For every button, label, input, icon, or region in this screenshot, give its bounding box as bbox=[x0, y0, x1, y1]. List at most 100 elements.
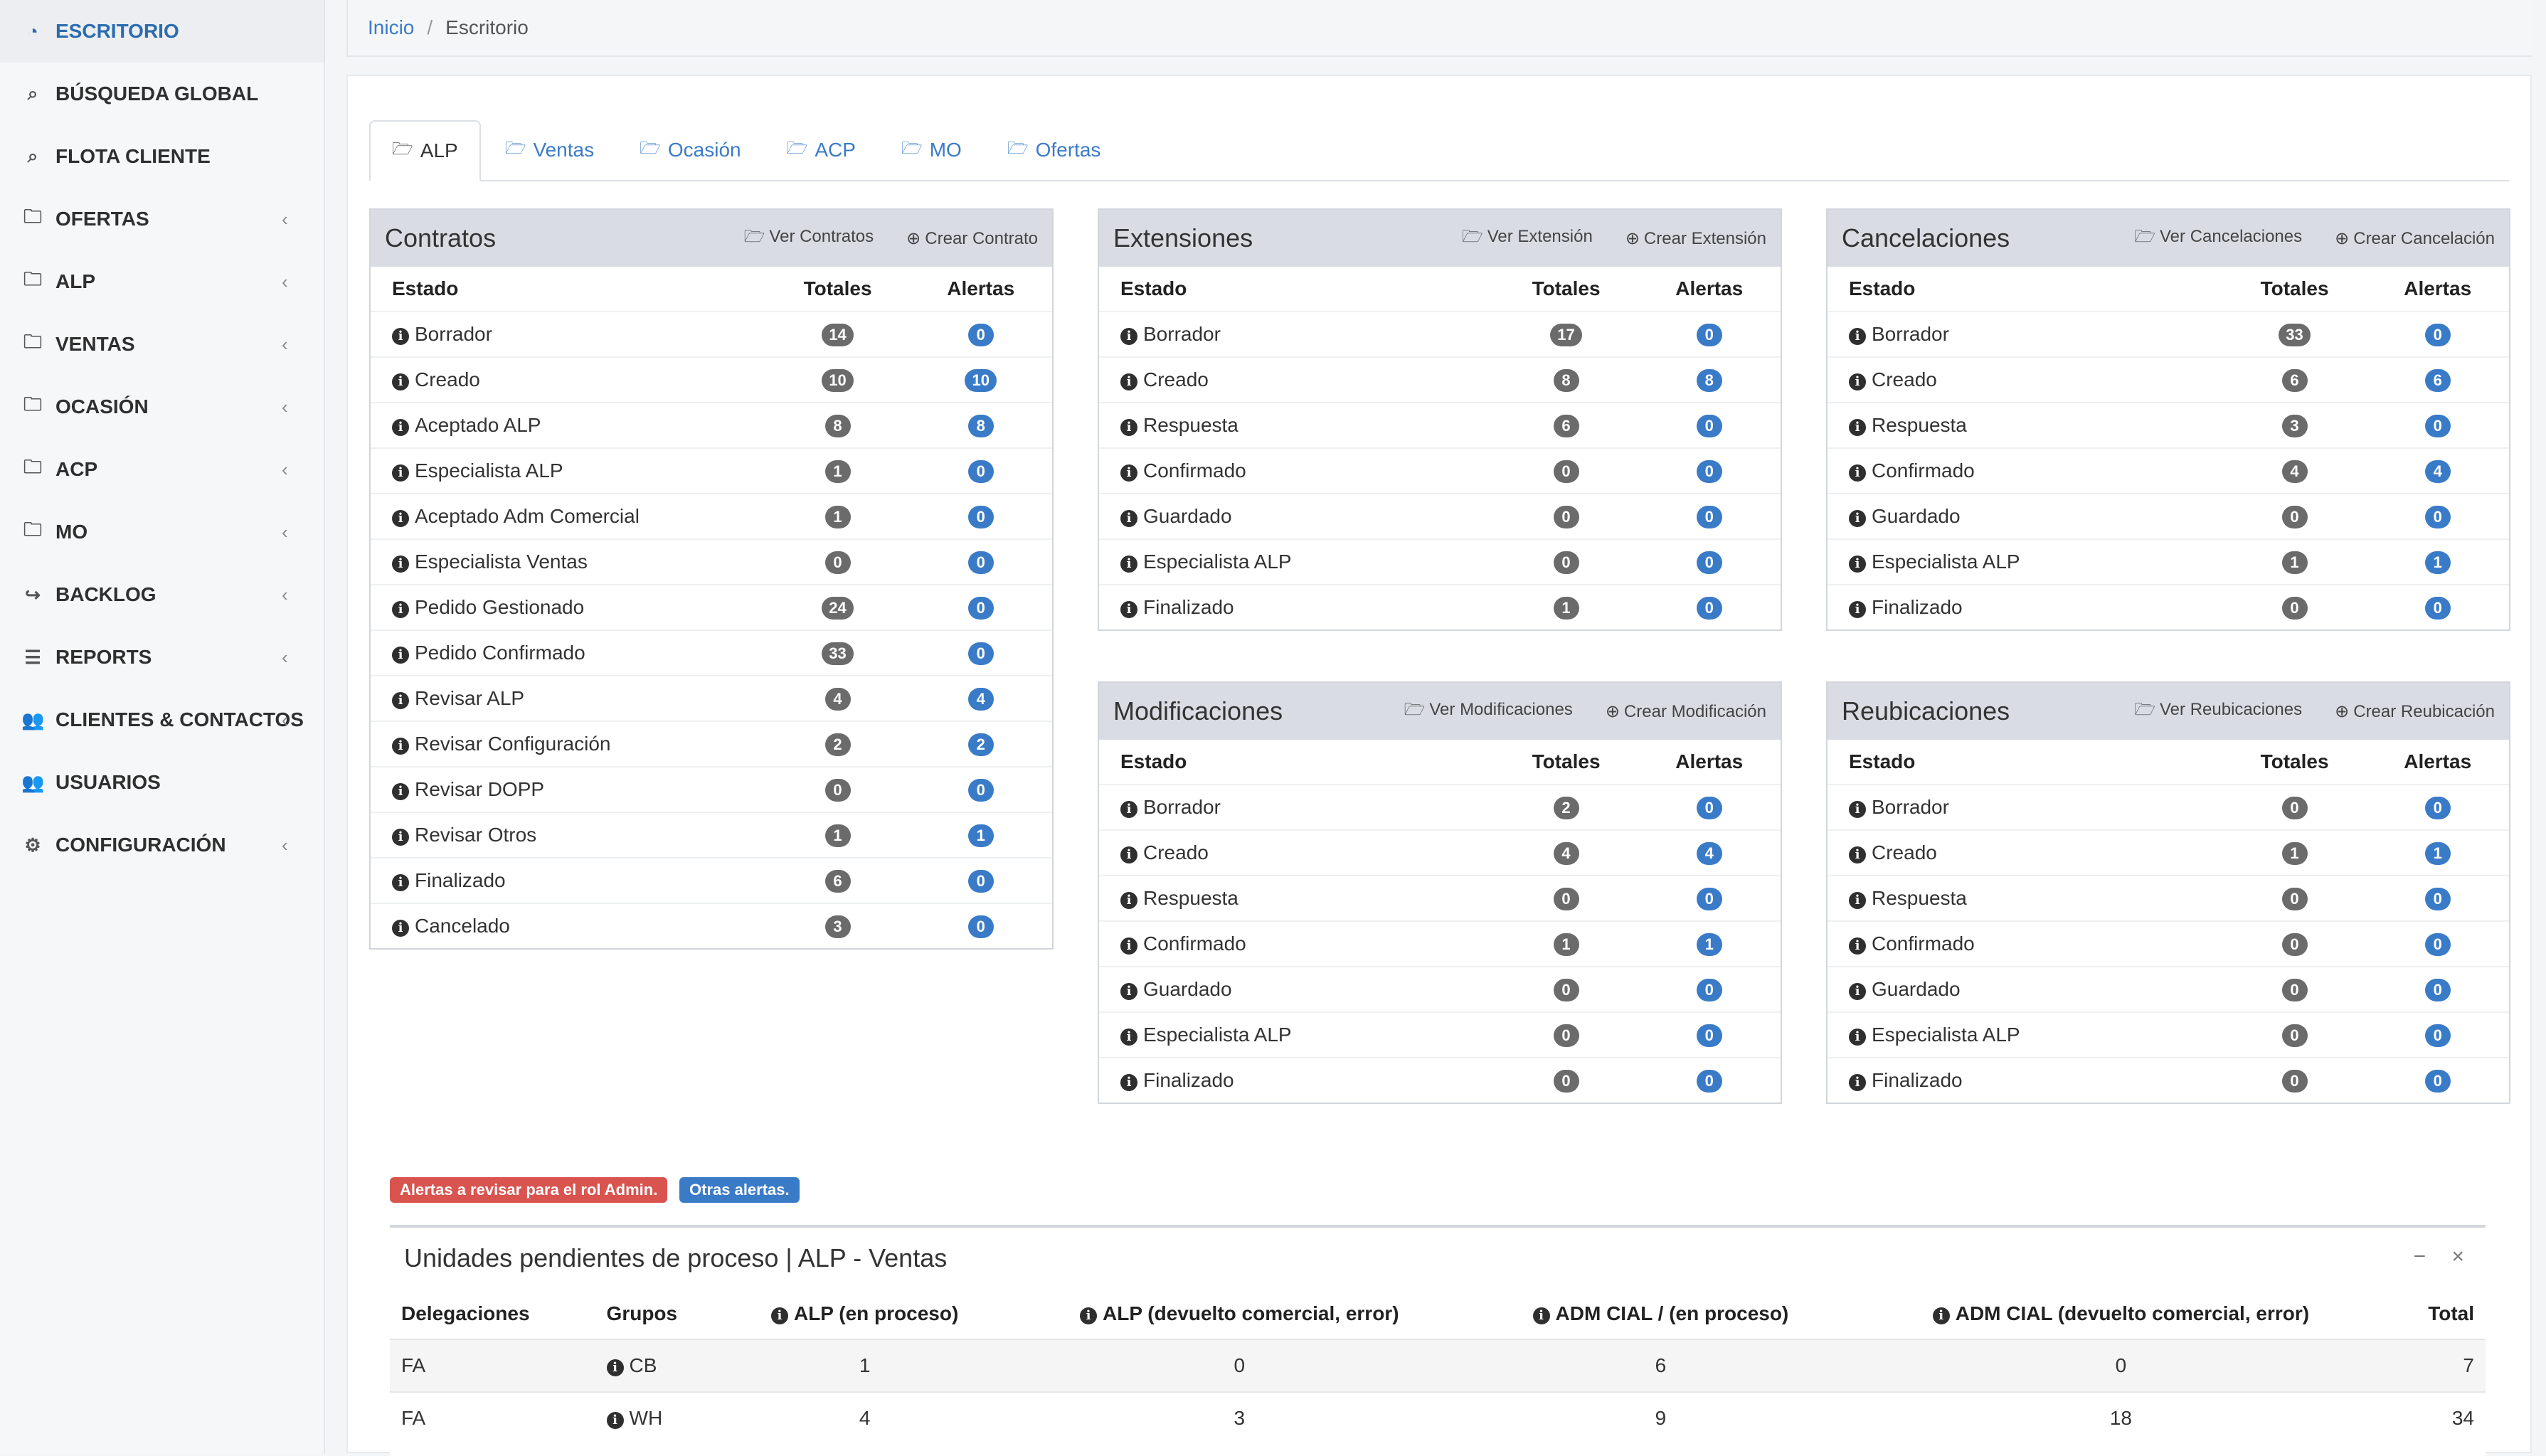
estado-label[interactable]: Borrador bbox=[1872, 796, 1949, 818]
estado-label[interactable]: Especialista ALP bbox=[1872, 551, 2020, 573]
sidebar-item-ocasion[interactable]: 🗀 OCASIÓN ‹ bbox=[0, 376, 324, 438]
table-row[interactable]: i Creado 10 10 bbox=[371, 356, 1052, 403]
table-row[interactable]: i Borrador 14 0 bbox=[371, 311, 1052, 357]
table-row[interactable]: i Respuesta 6 0 bbox=[1099, 402, 1781, 448]
estado-label[interactable]: Revisar DOPP bbox=[415, 778, 545, 800]
sidebar-item-configuracion[interactable]: ⚙ CONFIGURACIÓN ‹ bbox=[0, 814, 324, 876]
estado-label[interactable]: Finalizado bbox=[1872, 1069, 1963, 1091]
view-link[interactable]: 🗁 Ver Modificaciones bbox=[1404, 697, 1573, 726]
table-row[interactable]: i Creado 4 4 bbox=[1099, 829, 1781, 876]
estado-label[interactable]: Finalizado bbox=[1143, 1069, 1234, 1091]
sidebar-item-usuarios[interactable]: 👥 USUARIOS bbox=[0, 751, 324, 814]
table-row[interactable]: i Pedido Confirmado 33 0 bbox=[371, 629, 1052, 676]
estado-label[interactable]: Aceptado ALP bbox=[415, 414, 541, 436]
create-link[interactable]: ⊕ Crear Extensión bbox=[1625, 228, 1766, 249]
estado-label[interactable]: Finalizado bbox=[415, 869, 506, 891]
estado-label[interactable]: Confirmado bbox=[1143, 459, 1246, 482]
view-link[interactable]: 🗁 Ver Extensión bbox=[1462, 224, 1593, 253]
estado-label[interactable]: Especialista Ventas bbox=[415, 551, 588, 573]
estado-label[interactable]: Confirmado bbox=[1143, 932, 1246, 955]
table-row[interactable]: i Cancelado 3 0 bbox=[371, 903, 1052, 948]
tab-mo[interactable]: 🗁 MO bbox=[880, 120, 983, 180]
table-row[interactable]: i Especialista ALP 0 0 bbox=[1099, 1011, 1781, 1058]
table-row[interactable]: i Revisar DOPP 0 0 bbox=[371, 766, 1052, 812]
sidebar-item-alp[interactable]: 🗀 ALP ‹ bbox=[0, 250, 324, 313]
estado-label[interactable]: Creado bbox=[1143, 841, 1209, 863]
table-row[interactable]: i Pedido Gestionado 24 0 bbox=[371, 584, 1052, 630]
estado-label[interactable]: Guardado bbox=[1872, 978, 1961, 1000]
breadcrumb-home-link[interactable]: Inicio bbox=[368, 16, 415, 38]
estado-label[interactable]: Guardado bbox=[1143, 978, 1232, 1000]
create-link[interactable]: ⊕ Crear Cancelación bbox=[2335, 228, 2495, 249]
table-row[interactable]: i Borrador 17 0 bbox=[1099, 311, 1781, 357]
table-row[interactable]: i Borrador 0 0 bbox=[1828, 784, 2509, 830]
table-row[interactable]: i Revisar ALP 4 4 bbox=[371, 675, 1052, 721]
sidebar-item-clientes-contactos[interactable]: 👥 CLIENTES & CONTACTOS ‹ bbox=[0, 689, 324, 751]
sidebar-item-reports[interactable]: ☰ REPORTS ‹ bbox=[0, 626, 324, 689]
estado-label[interactable]: Especialista ALP bbox=[1143, 1024, 1292, 1046]
info-icon[interactable]: i bbox=[606, 1412, 624, 1429]
estado-label[interactable]: Especialista ALP bbox=[1872, 1024, 2020, 1046]
table-row[interactable]: i Respuesta 0 0 bbox=[1828, 875, 2509, 921]
tab-ocasion[interactable]: 🗁 Ocasión bbox=[618, 120, 762, 180]
estado-label[interactable]: Cancelado bbox=[415, 915, 510, 937]
sidebar-item-ventas[interactable]: 🗀 VENTAS ‹ bbox=[0, 313, 324, 376]
table-row[interactable]: i Finalizado 0 0 bbox=[1099, 1057, 1781, 1102]
table-row[interactable]: i Finalizado 6 0 bbox=[371, 857, 1052, 903]
table-row[interactable]: i Aceptado ALP 8 8 bbox=[371, 402, 1052, 448]
estado-label[interactable]: Respuesta bbox=[1143, 887, 1238, 909]
estado-label[interactable]: Respuesta bbox=[1872, 414, 1967, 436]
table-row[interactable]: i Finalizado 1 0 bbox=[1099, 584, 1781, 629]
estado-label[interactable]: Creado bbox=[1872, 368, 1937, 390]
table-row[interactable]: i Confirmado 0 0 bbox=[1099, 447, 1781, 494]
sidebar-item-backlog[interactable]: ↪ BACKLOG ‹ bbox=[0, 563, 324, 626]
close-icon[interactable]: × bbox=[2451, 1245, 2464, 1268]
info-icon[interactable]: i bbox=[606, 1359, 624, 1376]
table-row[interactable]: i Especialista Ventas 0 0 bbox=[371, 538, 1052, 585]
estado-label[interactable]: Borrador bbox=[1872, 323, 1949, 345]
estado-label[interactable]: Finalizado bbox=[1872, 596, 1963, 618]
estado-label[interactable]: Revisar Otros bbox=[415, 824, 537, 846]
sidebar-item-flota-cliente[interactable]: ⌕ FLOTA CLIENTE bbox=[0, 125, 324, 188]
tab-alp[interactable]: 🗁 ALP bbox=[369, 120, 481, 181]
estado-label[interactable]: Pedido Gestionado bbox=[415, 596, 585, 618]
table-row[interactable]: i Especialista ALP 0 0 bbox=[1099, 538, 1781, 585]
estado-label[interactable]: Borrador bbox=[1143, 323, 1221, 345]
table-row[interactable]: i Revisar Otros 1 1 bbox=[371, 812, 1052, 858]
table-row[interactable]: i Guardado 0 0 bbox=[1828, 493, 2509, 539]
estado-label[interactable]: Creado bbox=[1872, 841, 1937, 863]
estado-label[interactable]: Guardado bbox=[1872, 505, 1961, 527]
table-row[interactable]: i Respuesta 0 0 bbox=[1099, 875, 1781, 921]
table-row[interactable]: i Creado 1 1 bbox=[1828, 829, 2509, 876]
table-row[interactable]: i Guardado 0 0 bbox=[1099, 493, 1781, 539]
estado-label[interactable]: Creado bbox=[1143, 368, 1209, 390]
table-row[interactable]: i Borrador 33 0 bbox=[1828, 311, 2509, 357]
table-row[interactable]: i Revisar Configuración 2 2 bbox=[371, 721, 1052, 767]
table-row[interactable]: i Guardado 0 0 bbox=[1828, 966, 2509, 1012]
table-row[interactable]: i Confirmado 4 4 bbox=[1828, 447, 2509, 494]
sidebar-item-ofertas[interactable]: 🗀 OFERTAS ‹ bbox=[0, 188, 324, 250]
create-link[interactable]: ⊕ Crear Contrato bbox=[906, 228, 1038, 249]
estado-label[interactable]: Confirmado bbox=[1872, 459, 1975, 482]
estado-label[interactable]: Especialista ALP bbox=[415, 459, 563, 482]
estado-label[interactable]: Borrador bbox=[415, 323, 492, 345]
estado-label[interactable]: Borrador bbox=[1143, 796, 1221, 818]
table-row[interactable]: i Confirmado 0 0 bbox=[1828, 920, 2509, 967]
create-link[interactable]: ⊕ Crear Reubicación bbox=[2335, 701, 2495, 722]
sidebar-item-mo[interactable]: 🗀 MO ‹ bbox=[0, 501, 324, 563]
collapse-icon[interactable]: − bbox=[2413, 1245, 2426, 1268]
estado-label[interactable]: Respuesta bbox=[1872, 887, 1967, 909]
estado-label[interactable]: Respuesta bbox=[1143, 414, 1238, 436]
table-row[interactable]: i Finalizado 0 0 bbox=[1828, 584, 2509, 629]
view-link[interactable]: 🗁 Ver Reubicaciones bbox=[2134, 697, 2302, 726]
sidebar-item-escritorio[interactable]: ◔ ESCRITORIO bbox=[0, 0, 324, 63]
table-row[interactable]: i Finalizado 0 0 bbox=[1828, 1057, 2509, 1102]
tab-ventas[interactable]: 🗁 Ventas bbox=[484, 120, 615, 180]
table-row[interactable]: i Respuesta 3 0 bbox=[1828, 402, 2509, 448]
estado-label[interactable]: Pedido Confirmado bbox=[415, 642, 585, 664]
estado-label[interactable]: Finalizado bbox=[1143, 596, 1234, 618]
estado-label[interactable]: Creado bbox=[415, 368, 480, 390]
estado-label[interactable]: Confirmado bbox=[1872, 932, 1975, 955]
estado-label[interactable]: Revisar Configuración bbox=[415, 733, 611, 755]
estado-label[interactable]: Aceptado Adm Comercial bbox=[415, 505, 640, 527]
